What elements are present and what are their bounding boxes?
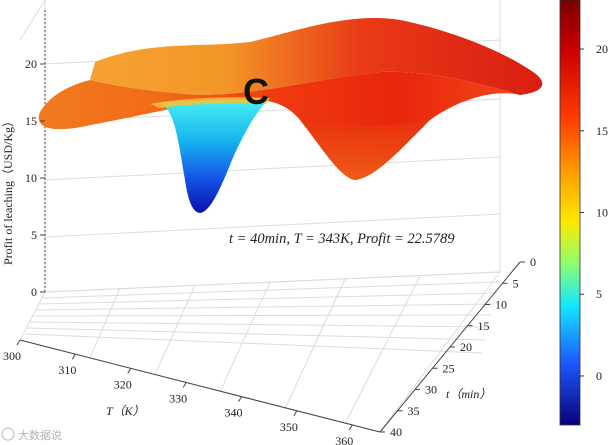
y-tick-label: 0 xyxy=(530,255,536,269)
colorbar-tick-label: 20 xyxy=(596,42,608,56)
y-tick-label: 25 xyxy=(443,361,455,375)
colorbar-tick-label: 0 xyxy=(596,369,602,383)
x-ticks: 300 310 320 330 340 350 360 xyxy=(3,339,353,445)
svg-text:大数据说: 大数据说 xyxy=(18,428,62,442)
y-tick-label: 15 xyxy=(478,319,490,333)
z-axis-label: Profit of leaching（USD/Kg） xyxy=(1,115,15,265)
x-tick-label: 360 xyxy=(335,434,353,445)
watermark: 大数据说 xyxy=(1,427,62,442)
x-tick-label: 310 xyxy=(58,363,76,377)
x-tick-mark xyxy=(182,382,187,388)
y-ticks: 05 10 15 20 25 30 35 40 xyxy=(380,255,536,439)
colorbar-tick-label: 15 xyxy=(596,124,608,138)
surface-back-ridge xyxy=(90,18,543,95)
x-tick-mark xyxy=(293,410,298,417)
y-tick-label: 10 xyxy=(495,298,507,312)
x-axis-label: T（K） xyxy=(106,404,145,418)
surface-right-valley xyxy=(300,118,430,180)
x-tick-label: 350 xyxy=(280,420,298,434)
z-tick-label: 0 xyxy=(31,285,37,299)
x-tick-mark xyxy=(16,339,21,346)
z-ticks: 0 5 10 15 20 xyxy=(25,57,45,299)
x-tick-label: 340 xyxy=(225,406,243,420)
watermark-logo-icon xyxy=(1,427,15,441)
y-tick-label: 5 xyxy=(513,276,519,290)
surface-front-sheet xyxy=(38,71,521,180)
z-tick-label: 15 xyxy=(25,114,37,128)
x-tick-mark xyxy=(238,396,242,402)
box-grid xyxy=(19,0,501,433)
surface-cold-valley xyxy=(160,99,268,213)
x-tick-label: 300 xyxy=(3,349,21,363)
y-tick-label: 35 xyxy=(408,404,420,418)
colorbar-tick-label: 10 xyxy=(596,206,608,220)
x-tick-mark xyxy=(71,353,76,360)
y-tick-label: 40 xyxy=(390,425,402,439)
y-axis-label: t（min） xyxy=(446,387,491,401)
surface-valley-rim xyxy=(150,97,270,108)
x-tick-label: 320 xyxy=(114,377,132,391)
y-tick-label: 30 xyxy=(425,383,437,397)
profit-surface xyxy=(38,18,543,213)
colorbar xyxy=(559,0,581,426)
optimum-marker: C xyxy=(243,71,269,112)
z-tick-label: 5 xyxy=(31,228,37,242)
z-tick-label: 20 xyxy=(25,57,37,71)
colorbar-tick-label: 5 xyxy=(596,287,602,301)
x-tick-mark xyxy=(348,424,353,431)
x-tick-label: 330 xyxy=(169,391,187,405)
y-tick-label: 20 xyxy=(460,340,472,354)
colorbar-ticks: 20 15 10 5 0 xyxy=(580,42,608,383)
x-tick-mark xyxy=(127,368,132,374)
optimum-annotation: t = 40min, T = 343K, Profit = 22.5789 xyxy=(229,231,455,247)
z-tick-label: 10 xyxy=(25,171,37,185)
